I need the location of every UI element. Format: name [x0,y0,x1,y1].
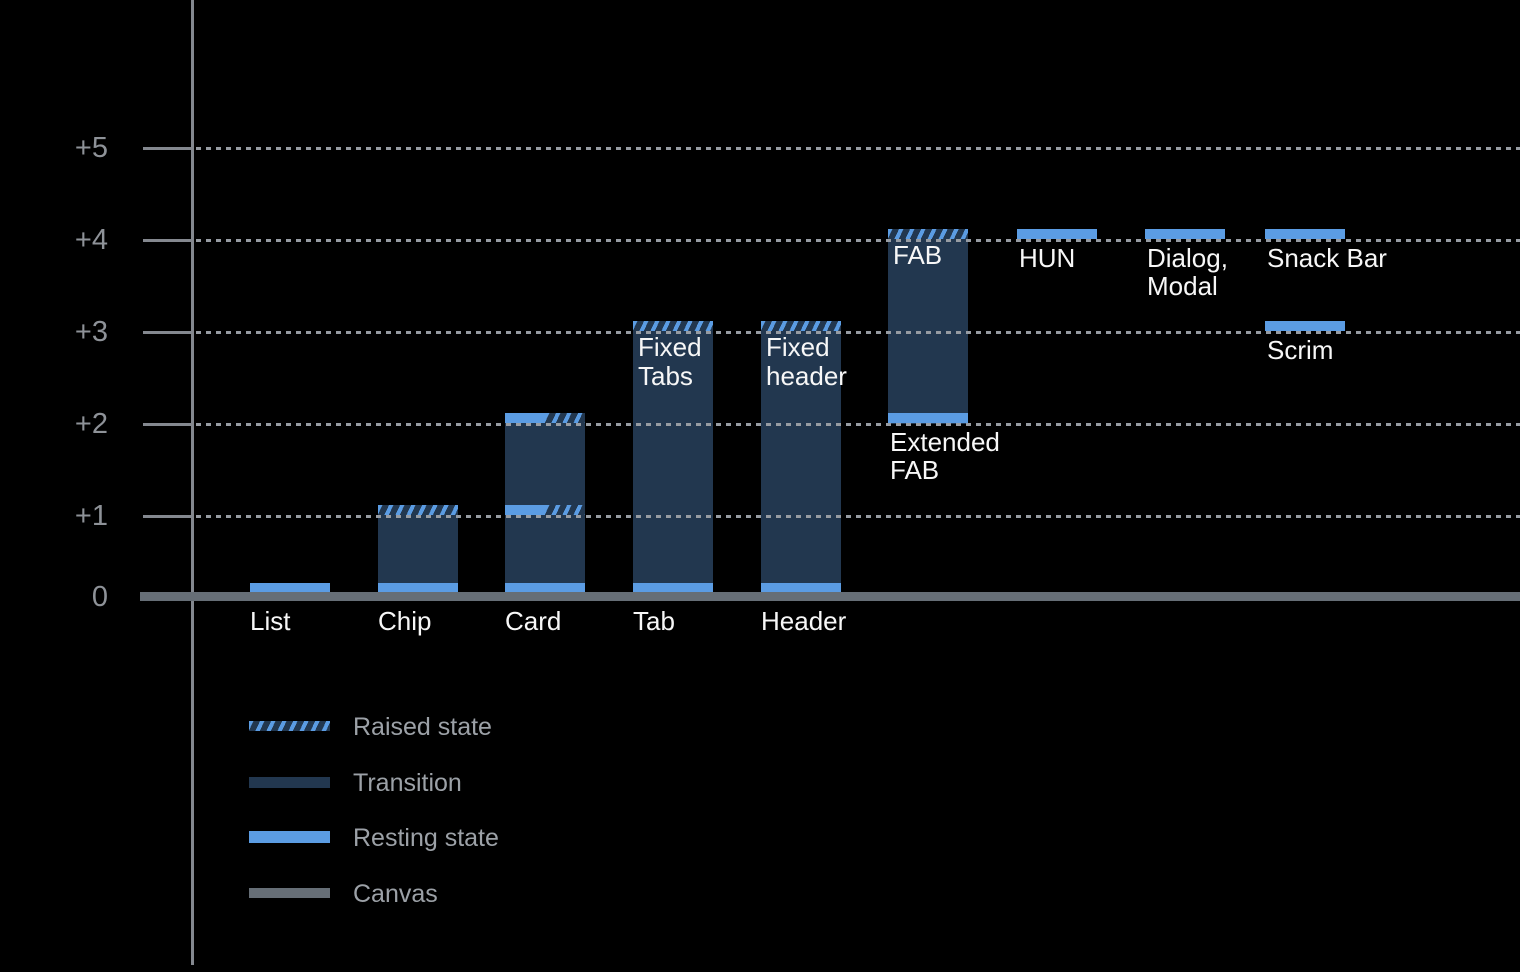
mark-label-snackbar-scrim: Snack Bar [1267,244,1387,272]
axis-label-list: List [250,606,291,636]
split-band-card-1 [505,505,585,515]
inner-label-tab: Fixed Tabs [638,333,702,391]
resting-band-card-1 [505,505,545,515]
resting-band-list-0 [250,583,330,592]
split-band-card-2 [505,413,585,423]
raised-band-card-2 [545,413,585,423]
gridline-2 [196,423,1520,426]
y-tick-1 [143,515,193,518]
resting-band-snackbar-scrim-3 [1265,321,1345,331]
gridline-1 [196,515,1520,518]
raised-band-header-3 [761,321,841,331]
y-axis-label-0: 0 [91,581,108,613]
transition-bar-fab [888,230,968,424]
transition-bar-card [505,414,585,592]
mark-label-snackbar-scrim-line: Snack Bar [1267,243,1387,273]
y-axis-label-2: +2 [74,408,108,440]
gridline-5 [196,147,1520,150]
legend-swatch-transition [249,776,330,788]
mark-label-fab-line: Extended [890,427,1000,457]
canvas-baseline [140,592,1520,601]
raised-band-card-1 [545,505,585,515]
raised-band-tab-3 [633,321,713,331]
inner-label-fab-line: FAB [893,240,943,270]
legend-label-transition: Transition [353,769,462,797]
mark-label-snackbar-scrim-line: Scrim [1267,335,1334,365]
legend-row-resting: Resting state [249,823,749,857]
inner-label-tab-line: Fixed [638,332,702,362]
legend-row-transition: Transition [249,768,749,802]
legend-row-raised: Raised state [249,712,749,746]
y-axis-label-3: +3 [74,316,108,348]
axis-label-tab: Tab [633,606,675,636]
mark-label-snackbar-scrim: Scrim [1267,336,1333,364]
transition-bar-header [761,322,841,592]
axis-label-chip: Chip [378,606,432,636]
axis-label-header: Header [761,606,847,636]
transition-bar-chip [378,506,458,592]
resting-band-fab-2 [888,413,968,423]
gridline-4 [196,239,1520,242]
inner-label-header-line: header [766,361,847,391]
inner-label-tab-line: Tabs [638,361,693,391]
raised-band-chip-1 [378,505,458,515]
resting-band-tab-0 [633,583,713,592]
mark-label-fab: Extended FAB [890,428,1000,484]
gridline-3 [196,331,1520,334]
mark-label-dialog-modal: Dialog, Modal [1147,244,1228,300]
legend-label-canvas: Canvas [353,880,438,908]
mark-label-hun: HUN [1019,244,1075,272]
resting-band-header-0 [761,583,841,592]
mark-label-fab-line: FAB [890,455,940,485]
resting-band-hun-4 [1017,229,1097,239]
resting-band-card-0 [505,583,585,592]
y-tick-5 [143,147,193,150]
mark-label-dialog-modal-line: Dialog, [1147,243,1228,273]
mark-label-hun-line: HUN [1019,243,1076,273]
resting-band-chip-0 [378,583,458,592]
transition-bar-tab [633,322,713,592]
y-tick-2 [143,423,193,426]
resting-band-dialog-modal-4 [1145,229,1225,239]
inner-label-fab: FAB [893,241,942,270]
y-axis-label-5: +5 [74,132,108,164]
legend-label-raised: Raised state [353,713,492,741]
inner-label-header-line: Fixed [766,332,830,362]
legend-swatch-canvas [249,888,330,898]
axis-label-card: Card [505,606,562,636]
legend-swatch-raised [249,721,330,731]
legend-row-canvas: Canvas [249,879,749,913]
y-axis-line [191,0,194,965]
resting-band-card-2 [505,413,545,423]
inner-label-header: Fixed header [766,333,847,391]
raised-band-fab-4 [888,229,968,239]
legend-label-resting: Resting state [353,824,499,852]
y-axis-label-1: +1 [74,500,108,532]
y-tick-3 [143,331,193,334]
resting-band-snackbar-scrim-4 [1265,229,1345,239]
mark-label-dialog-modal-line: Modal [1147,271,1218,301]
y-tick-4 [143,239,193,242]
y-axis-label-4: +4 [74,224,108,256]
legend-swatch-resting [249,831,330,843]
